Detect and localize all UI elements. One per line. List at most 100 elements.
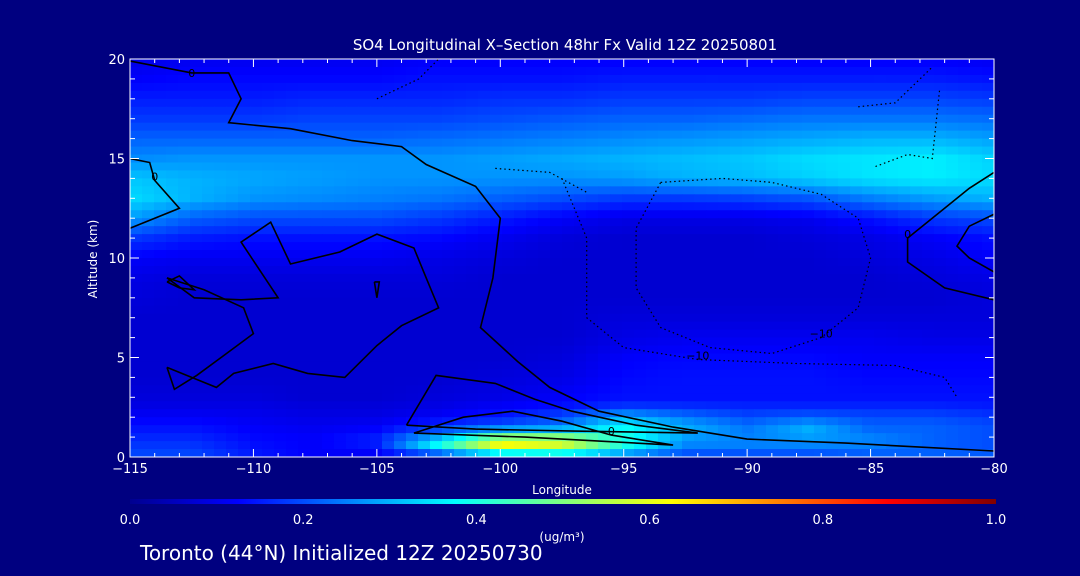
heatmap-cell bbox=[382, 369, 395, 378]
heatmap-cell bbox=[478, 369, 491, 378]
heatmap-cell bbox=[406, 353, 419, 363]
heatmap-cell bbox=[466, 178, 479, 187]
heatmap-cell bbox=[958, 146, 971, 156]
heatmap-cell bbox=[238, 329, 251, 339]
heatmap-cell bbox=[598, 305, 611, 315]
heatmap-cell bbox=[190, 321, 203, 331]
heatmap-cell bbox=[802, 226, 815, 235]
heatmap-cell bbox=[958, 265, 971, 275]
contour-line-solid bbox=[166, 274, 197, 291]
heatmap-cell bbox=[130, 409, 143, 418]
heatmap-cell bbox=[550, 417, 563, 426]
heatmap-cell bbox=[202, 337, 215, 347]
contour-label: 0 bbox=[608, 425, 615, 438]
heatmap-cell bbox=[166, 138, 179, 148]
heatmap-cell bbox=[898, 98, 911, 108]
heatmap-cell bbox=[670, 202, 683, 211]
heatmap-cell bbox=[622, 258, 635, 267]
heatmap-cell bbox=[346, 409, 359, 418]
heatmap-cell bbox=[850, 433, 863, 442]
heatmap-cell bbox=[298, 234, 311, 243]
heatmap-cell bbox=[334, 234, 347, 243]
heatmap-cell bbox=[814, 178, 827, 187]
heatmap-cell bbox=[418, 242, 431, 251]
heatmap-cell bbox=[982, 385, 994, 394]
heatmap-cell bbox=[202, 289, 215, 299]
heatmap-cell bbox=[406, 138, 419, 148]
heatmap-cell bbox=[346, 226, 359, 235]
heatmap-cell bbox=[610, 138, 623, 148]
heatmap-cell bbox=[874, 289, 887, 299]
heatmap-cell bbox=[226, 377, 239, 386]
heatmap-cell bbox=[586, 66, 599, 76]
heatmap-cell bbox=[166, 178, 179, 187]
heatmap-cell bbox=[226, 273, 239, 283]
heatmap-cell bbox=[802, 313, 815, 323]
heatmap-cell bbox=[490, 258, 503, 267]
heatmap-cell bbox=[478, 66, 491, 76]
heatmap-cell bbox=[490, 114, 503, 124]
heatmap-cell bbox=[430, 265, 443, 275]
heatmap-cell bbox=[634, 433, 647, 442]
heatmap-cell bbox=[358, 194, 371, 203]
heatmap-cell bbox=[442, 226, 455, 235]
colorbar-unit: (ug/m³) bbox=[539, 530, 584, 544]
heatmap-cell bbox=[982, 90, 994, 100]
heatmap-cell bbox=[322, 289, 335, 299]
heatmap-cell bbox=[574, 265, 587, 275]
heatmap-cell bbox=[550, 82, 563, 92]
heatmap-cell bbox=[298, 194, 311, 203]
heatmap-cell bbox=[238, 178, 251, 187]
heatmap-cell bbox=[598, 401, 611, 410]
heatmap-cell bbox=[166, 186, 179, 195]
heatmap-cell bbox=[670, 273, 683, 283]
heatmap-cell bbox=[886, 98, 899, 108]
heatmap-cell bbox=[430, 218, 443, 227]
heatmap-cell bbox=[922, 146, 935, 156]
heatmap-cell bbox=[838, 178, 851, 187]
heatmap-cell bbox=[334, 202, 347, 211]
heatmap-cell bbox=[166, 242, 179, 251]
heatmap-cell bbox=[970, 242, 983, 251]
heatmap-cell bbox=[370, 369, 383, 378]
heatmap-cell bbox=[682, 154, 695, 164]
heatmap-cell bbox=[322, 178, 335, 187]
heatmap-cell bbox=[250, 273, 263, 283]
heatmap-cell bbox=[574, 250, 587, 259]
heatmap-cell bbox=[886, 202, 899, 211]
heatmap-cell bbox=[742, 305, 755, 315]
heatmap-cell bbox=[226, 122, 239, 132]
heatmap-cell bbox=[274, 329, 287, 339]
heatmap-cell bbox=[850, 377, 863, 386]
heatmap-cell bbox=[382, 313, 395, 323]
heatmap-cell bbox=[550, 138, 563, 148]
heatmap-cell bbox=[754, 242, 767, 251]
heatmap-cell bbox=[190, 106, 203, 116]
heatmap-cell bbox=[466, 122, 479, 132]
heatmap-cell bbox=[610, 297, 623, 307]
heatmap-cell bbox=[838, 146, 851, 156]
heatmap-cell bbox=[466, 377, 479, 386]
heatmap-cell bbox=[970, 154, 983, 164]
heatmap-cell bbox=[334, 329, 347, 339]
heatmap-cell bbox=[922, 401, 935, 410]
heatmap-cell bbox=[286, 218, 299, 227]
heatmap-cell bbox=[778, 162, 791, 172]
heatmap-cell bbox=[418, 186, 431, 195]
heatmap-cell bbox=[586, 234, 599, 243]
heatmap-cell bbox=[718, 441, 731, 450]
heatmap-cell bbox=[382, 162, 395, 172]
heatmap-cell bbox=[982, 170, 994, 179]
heatmap-cell bbox=[262, 234, 275, 243]
heatmap-cell bbox=[226, 59, 239, 68]
heatmap-cell bbox=[622, 106, 635, 116]
heatmap-cell bbox=[190, 74, 203, 84]
heatmap-cell bbox=[766, 66, 779, 76]
heatmap-cell bbox=[154, 90, 167, 100]
heatmap-cell bbox=[358, 258, 371, 267]
heatmap-cell bbox=[190, 154, 203, 164]
heatmap-cell bbox=[310, 385, 323, 394]
heatmap-cell bbox=[466, 66, 479, 76]
heatmap-cell bbox=[214, 417, 227, 426]
heatmap-cell bbox=[730, 242, 743, 251]
